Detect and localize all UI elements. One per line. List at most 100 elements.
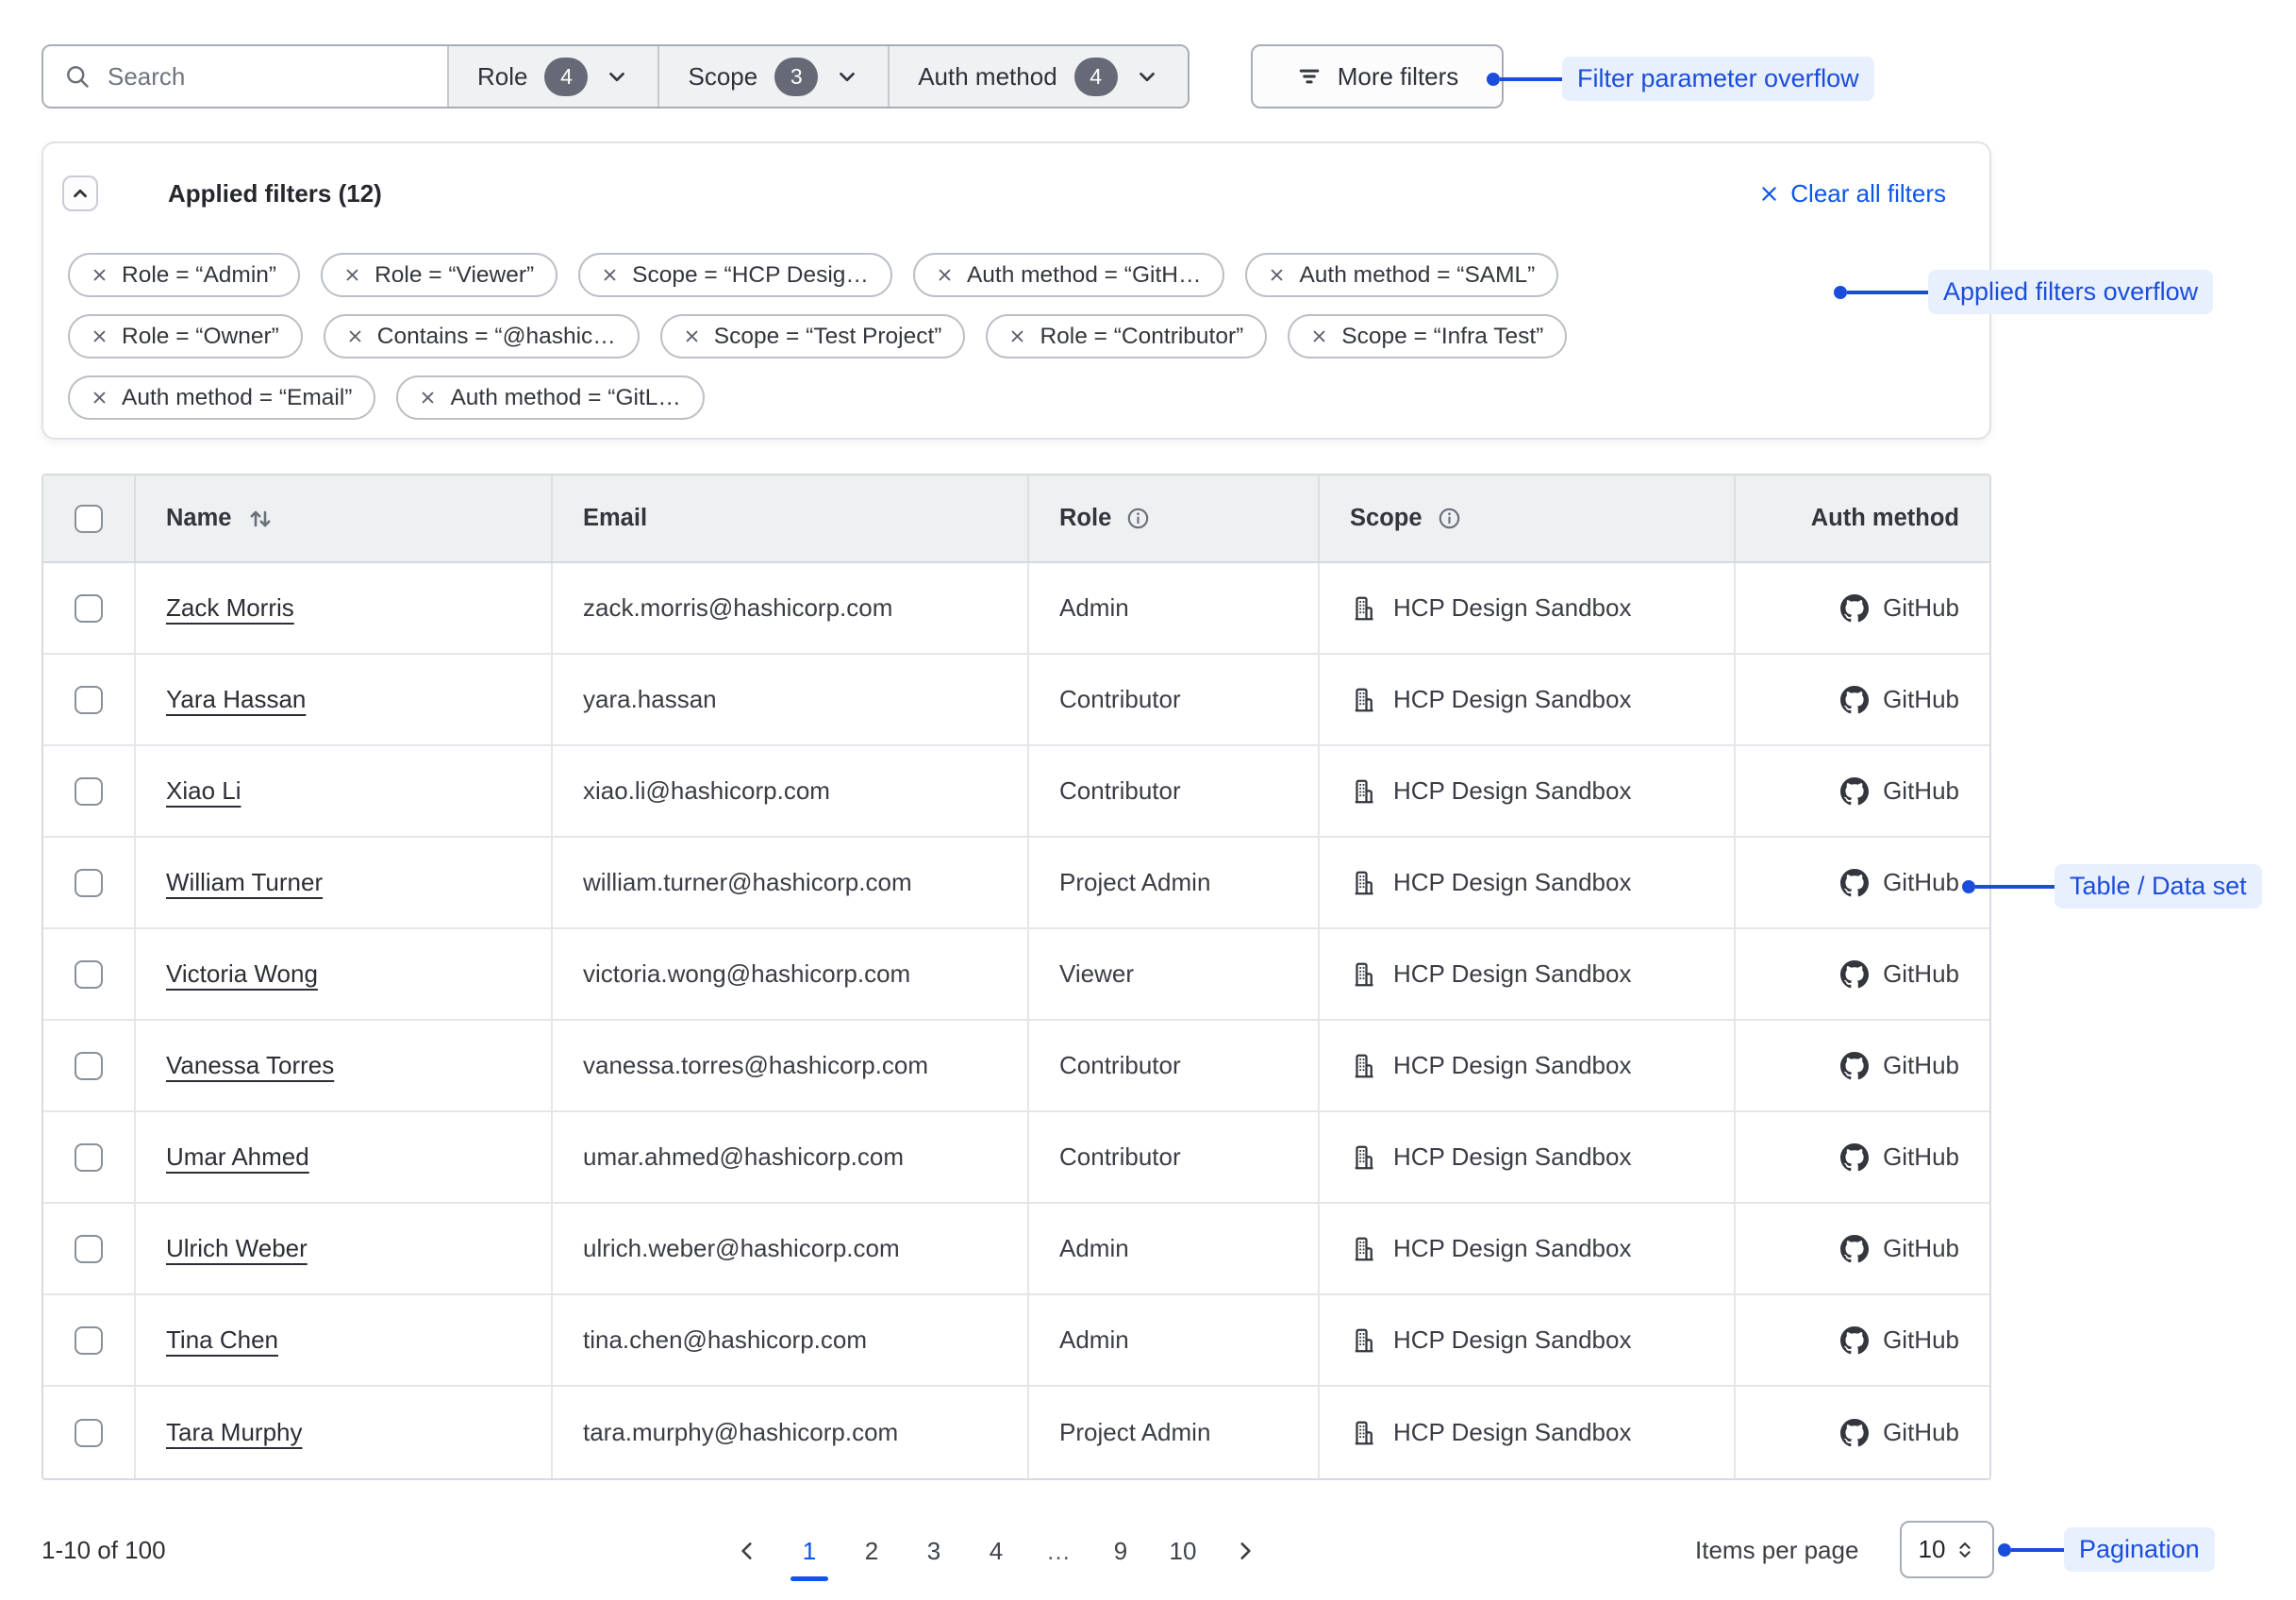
role-cell: Admin [1027,563,1318,653]
role-cell: Contributor [1027,655,1318,744]
user-name-link[interactable]: Tina Chen [166,1325,278,1354]
info-icon[interactable] [1125,506,1151,531]
user-name-link[interactable]: Xiao Li [166,776,241,805]
filter-bar: Role 4 Scope 3 Auth meth [42,44,1190,108]
email-cell: xiao.li@hashicorp.com [551,746,1027,836]
role-cell: Viewer [1027,929,1318,1019]
users-table: Name Email Role Scope [42,474,1991,1480]
organization-icon [1350,869,1378,897]
filter-dropdown[interactable]: Role 4 [447,46,658,107]
page-button[interactable]: 2 [864,1536,879,1565]
row-checkbox-cell [43,1295,134,1385]
row-checkbox[interactable] [75,1142,103,1172]
column-header-role: Role [1027,475,1318,561]
user-name-link[interactable]: Vanessa Torres [166,1051,335,1079]
column-header-scope: Scope [1318,475,1734,561]
sort-icon[interactable] [245,504,275,534]
user-name-link[interactable]: Zack Morris [166,593,294,622]
page-button[interactable]: 9 [1113,1536,1128,1565]
select-caret-icon [1955,1540,1975,1560]
role-cell: Admin [1027,1295,1318,1385]
search-input[interactable] [106,60,426,92]
organization-icon [1350,594,1378,623]
chip-dismiss-icon[interactable] [420,390,436,406]
email-cell: vanessa.torres@hashicorp.com [551,1021,1027,1110]
scope-cell: HCP Design Sandbox [1318,563,1734,653]
row-checkbox[interactable] [75,776,103,806]
user-name-link[interactable]: Yara Hassan [166,685,307,713]
email-cell: victoria.wong@hashicorp.com [551,929,1027,1019]
select-all-checkbox[interactable] [75,504,103,533]
row-checkbox-cell [43,1112,134,1202]
chip-dismiss-icon[interactable] [92,390,108,406]
collapse-applied-filters-button[interactable] [62,175,98,211]
row-checkbox[interactable] [75,685,103,714]
column-header-name[interactable]: Name [134,475,551,561]
previous-page-button[interactable] [726,1521,768,1581]
page-button[interactable]: 1 [789,1521,830,1581]
github-icon [1840,776,1870,806]
annotation-pagination: Pagination [1998,1527,2215,1572]
annotation-dot [1962,879,1975,893]
search-field[interactable] [43,46,447,107]
chip-dismiss-icon[interactable] [1269,267,1285,283]
row-checkbox[interactable] [75,868,103,897]
filter-chip: Auth method = “GitL… [396,375,705,420]
chip-dismiss-icon[interactable] [92,267,108,283]
row-checkbox[interactable] [75,1051,103,1080]
user-name-link[interactable]: Tara Murphy [166,1418,303,1446]
filter-chip: Role = “Viewer” [321,253,558,297]
filter-chip: Role = “Contributor” [986,314,1268,358]
items-per-page-select[interactable]: 10 [1900,1521,1994,1578]
filter-dropdown[interactable]: Auth method 4 [888,46,1188,107]
row-checkbox-cell [43,1021,134,1110]
user-name-link[interactable]: William Turner [166,868,324,896]
chip-dismiss-icon[interactable] [344,267,360,283]
filter-chip: Contains = “@hashic… [323,314,640,358]
chip-dismiss-icon[interactable] [347,328,363,344]
auth-method-cell: GitHub [1734,563,1989,653]
github-icon [1840,1325,1870,1355]
filter-dropdown[interactable]: Scope 3 [657,46,889,107]
chip-dismiss-icon[interactable] [92,328,108,344]
filter-chip-label: Scope = “HCP Desig… [632,261,869,288]
filter-chip: Auth method = “GitH… [912,253,1225,297]
user-name-link[interactable]: Victoria Wong [166,959,318,988]
chip-dismiss-icon[interactable] [602,267,618,283]
user-name-link[interactable]: Ulrich Weber [166,1234,308,1262]
table-row: Vanessa Torres vanessa.torres@hashicorp.… [43,1021,1989,1112]
table-row: Tina Chen tina.chen@hashicorp.com Admin [43,1295,1989,1387]
auth-method-cell: GitHub [1734,1112,1989,1202]
table-body: Zack Morris zack.morris@hashicorp.com Ad… [43,563,1989,1478]
search-icon [64,63,91,90]
github-icon [1840,1051,1870,1080]
row-checkbox[interactable] [75,1325,103,1355]
page-button[interactable]: 3 [926,1536,941,1565]
filter-chip-row: Auth method = “Email” Auth method = “Git… [68,375,705,420]
chip-dismiss-icon[interactable] [937,267,953,283]
chip-dismiss-icon[interactable] [1009,328,1025,344]
filter-chip-label: Role = “Owner” [122,323,279,349]
row-checkbox[interactable] [75,959,103,989]
clear-all-filters-link[interactable]: Clear all filters [1759,179,1946,208]
chip-dismiss-icon[interactable] [1311,328,1327,344]
row-checkbox-cell [43,1204,134,1293]
user-name-link[interactable]: Umar Ahmed [166,1142,309,1171]
github-icon [1840,593,1870,623]
filter-chip-row: Role = “Admin” Role = “Viewer” Scope = “ [68,253,1559,297]
row-checkbox[interactable] [75,1234,103,1263]
email-cell: umar.ahmed@hashicorp.com [551,1112,1027,1202]
next-page-button[interactable] [1224,1521,1266,1581]
more-filters-button[interactable]: More filters [1251,44,1504,108]
row-checkbox[interactable] [75,1418,103,1447]
chip-dismiss-icon[interactable] [684,328,700,344]
row-checkbox-cell [43,746,134,836]
auth-method-cell: GitHub [1734,838,1989,927]
filter-chip: Scope = “HCP Desig… [578,253,892,297]
row-checkbox[interactable] [75,593,103,623]
annotation-applied-overflow: Applied filters overflow [1834,270,2214,314]
page-button[interactable]: 10 [1169,1536,1197,1565]
info-icon[interactable] [1437,506,1462,531]
name-cell: William Turner [134,838,551,927]
page-button[interactable]: 4 [989,1536,1004,1565]
